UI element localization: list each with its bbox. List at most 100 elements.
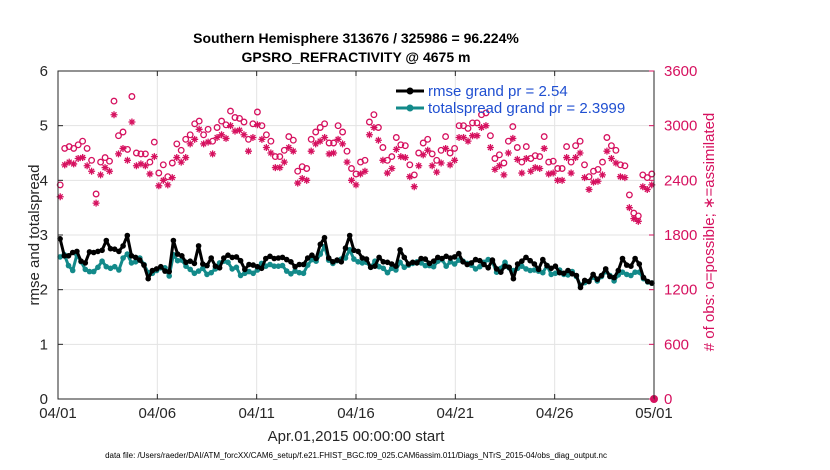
obs-assimilated-point xyxy=(563,154,571,162)
x-tick-label: 04/21 xyxy=(437,405,475,422)
obs-assimilated-point xyxy=(469,132,477,140)
obs-assimilated-point xyxy=(316,137,324,145)
y-left-tick-label: 3 xyxy=(40,227,48,244)
obs-assimilated-point xyxy=(572,154,580,162)
totalspread-point xyxy=(531,267,538,273)
obs-possible-point xyxy=(401,142,409,150)
obs-possible-point xyxy=(495,151,503,159)
obs-possible-point xyxy=(294,167,302,175)
obs-assimilated-point xyxy=(509,134,517,142)
x-tick-label: 04/16 xyxy=(337,405,375,422)
obs-possible-point xyxy=(303,165,311,172)
rmse-point xyxy=(481,261,487,268)
obs-possible-point xyxy=(200,131,208,139)
rmse-point xyxy=(632,255,638,262)
totalspread-point xyxy=(376,263,382,270)
rmse-point xyxy=(82,260,89,266)
rmse-point xyxy=(628,263,634,270)
totalspread-point xyxy=(174,257,181,264)
rmse-point xyxy=(380,259,387,265)
rmse-point xyxy=(170,237,177,244)
obs-assimilated-point xyxy=(79,154,87,162)
obs-assimilated-point xyxy=(585,185,593,193)
rmse-point xyxy=(275,255,282,261)
obs-assimilated-point xyxy=(307,147,315,155)
obs-possible-point xyxy=(132,149,140,157)
totalspread-point xyxy=(267,261,273,268)
totalspread-point xyxy=(242,270,248,277)
x-tick-label: 04/01 xyxy=(39,405,77,422)
obs-assimilated-point xyxy=(392,145,400,153)
rmse-point xyxy=(237,257,244,264)
obs-possible-point xyxy=(267,137,275,145)
totalspread-point xyxy=(430,263,437,270)
rmse-point xyxy=(443,253,450,260)
y-left-tick-label: 2 xyxy=(40,282,48,299)
rmse-point xyxy=(556,269,563,276)
obs-possible-point xyxy=(464,124,472,132)
totalspread-point xyxy=(304,262,311,268)
obs-assimilated-point xyxy=(594,177,602,185)
footnote: data file: /Users/raeder/DAI/ATM_forcXX/… xyxy=(105,451,607,460)
obs-assimilated-point xyxy=(451,156,459,164)
obs-possible-point xyxy=(428,150,436,158)
totalspread-point xyxy=(283,268,290,274)
obs-assimilated-point xyxy=(504,149,512,157)
totalspread-point xyxy=(183,263,189,270)
obs-assimilated-point xyxy=(155,182,163,190)
rmse-point xyxy=(57,236,63,242)
totalspread-point xyxy=(271,263,278,270)
obs-assimilated-point xyxy=(276,164,284,172)
obs-assimilated-point xyxy=(554,176,562,184)
obs-possible-point xyxy=(473,119,481,127)
obs-possible-point xyxy=(522,143,530,151)
rmse-point xyxy=(95,248,101,255)
obs-assimilated-point xyxy=(88,167,96,175)
obs-assimilated-point xyxy=(298,175,306,183)
rmse-point xyxy=(510,275,517,282)
obs-possible-point xyxy=(361,156,369,164)
rmse-point xyxy=(304,255,311,261)
chart-subtitle: GPSRO_REFRACTIVITY @ 4675 m xyxy=(242,49,471,65)
obs-possible-point xyxy=(119,128,127,136)
obs-assimilated-point xyxy=(446,161,454,169)
rmse-point xyxy=(216,265,223,271)
obs-possible-point xyxy=(536,153,544,161)
obs-possible-point xyxy=(446,149,454,157)
obs-assimilated-point xyxy=(581,174,589,182)
rmse-point xyxy=(472,256,479,263)
obs-assimilated-point xyxy=(513,155,521,163)
obs-possible-point xyxy=(406,161,414,169)
rmse-point xyxy=(619,255,626,262)
rmse-point xyxy=(158,263,164,270)
obs-possible-point xyxy=(392,134,400,141)
obs-assimilated-point xyxy=(200,140,208,148)
y-left-tick-label: 5 xyxy=(40,118,48,135)
obs-possible-point xyxy=(106,157,113,165)
rmse-point xyxy=(325,255,332,261)
obs-possible-point xyxy=(500,159,508,167)
totalspread-point xyxy=(233,264,240,271)
obs-assimilated-point xyxy=(74,154,82,162)
y-right-tick-label: 600 xyxy=(664,336,689,353)
obs-assimilated-point xyxy=(473,132,481,140)
legend-label-rmse: rmse grand pr = 2.54 xyxy=(428,83,568,100)
rmse-point xyxy=(74,248,80,255)
obs-possible-point xyxy=(549,157,557,165)
rmse-point xyxy=(573,272,580,279)
rmse-point xyxy=(561,270,567,277)
y-left-tick-label: 6 xyxy=(40,63,48,80)
obs-possible-point xyxy=(285,133,293,141)
obs-possible-point xyxy=(253,108,261,116)
obs-assimilated-point xyxy=(110,111,118,119)
obs-possible-point xyxy=(141,150,149,158)
obs-assimilated-point xyxy=(536,164,544,172)
rmse-point xyxy=(401,254,408,261)
obs-assimilated-point xyxy=(191,135,199,143)
obs-possible-point xyxy=(177,146,185,154)
obs-possible-point xyxy=(491,155,499,162)
rmse-point xyxy=(586,278,592,285)
obs-assimilated-point xyxy=(119,144,127,152)
y-left-tick-label: 4 xyxy=(40,172,48,189)
